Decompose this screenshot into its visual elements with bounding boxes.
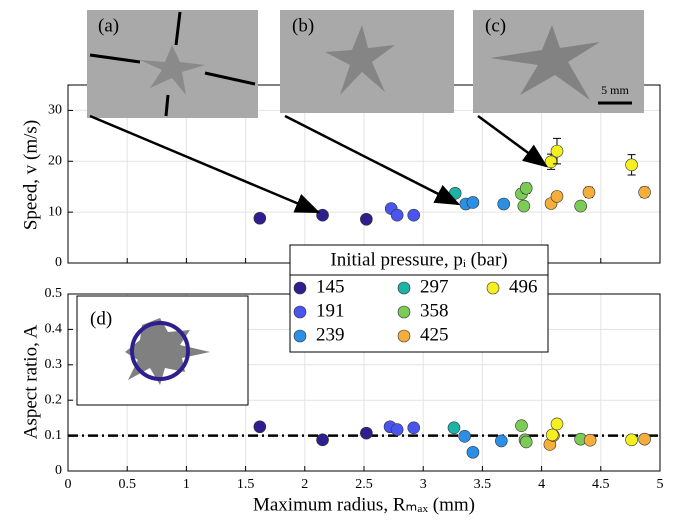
data-point (515, 419, 528, 432)
y-axis-label: Aspect ratio, A (20, 324, 41, 439)
x-tick-label: 1 (183, 477, 190, 492)
data-point (447, 421, 461, 435)
y-tick-label: 0 (55, 255, 62, 270)
data-point (574, 199, 587, 213)
inset-c: 5 mm (c) (473, 10, 644, 113)
x-tick-label: 4.5 (592, 477, 610, 492)
legend-marker (293, 329, 307, 343)
inset-d: (d) (76, 295, 249, 406)
data-point (360, 426, 373, 440)
x-tick-label: 3.5 (474, 477, 492, 492)
data-point (253, 211, 267, 225)
data-point (495, 434, 508, 448)
x-tick-label: 0 (65, 477, 72, 492)
x-axis-label: Maximum radius, Rₘₐₓ (mm) (253, 494, 475, 515)
legend-label: 239 (316, 324, 345, 345)
y-tick-label: 0 (55, 463, 62, 478)
arrow (477, 114, 549, 168)
legend-marker (293, 305, 307, 319)
legend-label: 358 (420, 300, 449, 321)
data-point (497, 197, 511, 211)
x-tick-label: 0.5 (118, 477, 136, 492)
data-point (638, 186, 651, 199)
y-tick-label: 0.2 (45, 392, 63, 407)
data-point (390, 423, 404, 436)
data-point (545, 428, 559, 442)
data-point (519, 181, 533, 195)
legend-label: 297 (420, 276, 449, 297)
data-point (517, 199, 531, 213)
data-point (466, 445, 480, 459)
legend-label: 425 (420, 324, 449, 345)
arrow (284, 114, 461, 206)
y-tick-label: 10 (48, 204, 62, 219)
data-point (390, 208, 404, 222)
x-tick-label: 4 (538, 477, 545, 492)
data-point (550, 417, 564, 431)
legend-label: 145 (316, 276, 345, 297)
inset-label: (b) (292, 15, 314, 36)
legend-marker (397, 329, 411, 343)
data-point (466, 196, 480, 209)
data-point (316, 433, 329, 447)
x-tick-label: 2.5 (355, 477, 373, 492)
y-tick-label: 0.5 (45, 286, 63, 301)
legend-marker (293, 281, 307, 295)
data-point (448, 187, 462, 200)
scale-bar-label: 5 mm (601, 83, 629, 97)
inset-a: (a) (87, 10, 258, 118)
x-tick-label: 3 (420, 477, 427, 492)
y-tick-label: 30 (48, 103, 62, 118)
y-tick-label: 0.1 (45, 428, 63, 443)
legend-label: 191 (316, 300, 345, 321)
y-tick-label: 0.3 (45, 357, 63, 372)
data-point (360, 212, 373, 226)
data-point (582, 186, 596, 199)
data-point (407, 208, 421, 222)
data-point (638, 432, 651, 446)
data-point (625, 158, 638, 172)
data-point (544, 155, 558, 169)
y-axis-label: Speed, v (m/s) (20, 120, 41, 230)
data-point (550, 144, 564, 158)
data-point (583, 433, 597, 447)
x-tick-label: 5 (657, 477, 664, 492)
y-tick-label: 20 (48, 154, 62, 169)
data-point (458, 430, 471, 443)
data-point (407, 421, 421, 435)
legend: Initial pressure, pᵢ (bar) 145 191 239 297 3… (289, 244, 549, 353)
inset-label: (a) (98, 15, 119, 36)
inset-b: (b) (280, 10, 454, 113)
data-point (625, 433, 638, 447)
data-point (550, 190, 564, 203)
legend-marker (397, 305, 411, 319)
legend-title: Initial pressure, pᵢ (bar) (330, 249, 507, 270)
legend-marker (486, 281, 500, 295)
x-tick-label: 1.5 (237, 477, 255, 492)
y-tick-label: 0.4 (45, 322, 63, 337)
inset-label: (c) (485, 15, 506, 36)
legend-label: 496 (509, 276, 538, 297)
arrow (89, 114, 321, 214)
data-point (519, 435, 533, 449)
inset-label: (d) (90, 308, 112, 329)
x-tick-label: 2 (301, 477, 308, 492)
data-point (253, 420, 267, 434)
legend-marker (397, 281, 411, 295)
